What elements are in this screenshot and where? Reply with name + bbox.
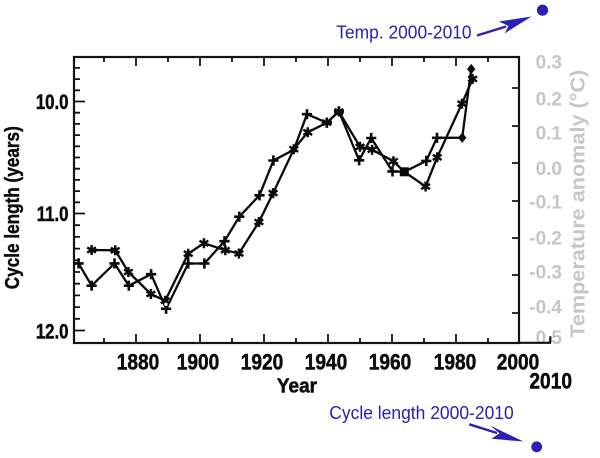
svg-text:2010: 2010 [529, 369, 572, 394]
svg-text:Temperature anomaly (°C): Temperature anomaly (°C) [568, 70, 590, 338]
svg-text:1980: 1980 [434, 350, 477, 375]
svg-text:0.0: 0.0 [536, 159, 562, 180]
svg-text:10.0: 10.0 [36, 91, 69, 114]
svg-text:Year: Year [277, 375, 318, 398]
svg-text:0.5: 0.5 [536, 328, 563, 349]
svg-text:1940: 1940 [305, 350, 348, 375]
svg-text:0.1: 0.1 [536, 124, 563, 145]
svg-text:Cycle length 2000-2010: Cycle length 2000-2010 [329, 403, 513, 423]
svg-text:-0.2: -0.2 [529, 228, 562, 249]
svg-text:0.2: 0.2 [536, 89, 562, 110]
svg-text:-0.4: -0.4 [529, 297, 562, 318]
svg-text:Cycle length (years): Cycle length (years) [2, 126, 24, 289]
svg-text:0.3: 0.3 [536, 52, 562, 73]
svg-text:-0.1: -0.1 [529, 193, 562, 214]
svg-text:1880: 1880 [117, 350, 160, 375]
svg-text:Temp. 2000-2010: Temp. 2000-2010 [336, 23, 471, 43]
svg-text:12.0: 12.0 [36, 321, 69, 344]
svg-text:11.0: 11.0 [37, 203, 69, 226]
svg-text:1900: 1900 [177, 350, 220, 375]
svg-text:2000: 2000 [497, 350, 540, 375]
svg-text:-0.3: -0.3 [529, 263, 562, 284]
svg-text:1960: 1960 [369, 350, 412, 375]
svg-text:1920: 1920 [241, 350, 284, 375]
